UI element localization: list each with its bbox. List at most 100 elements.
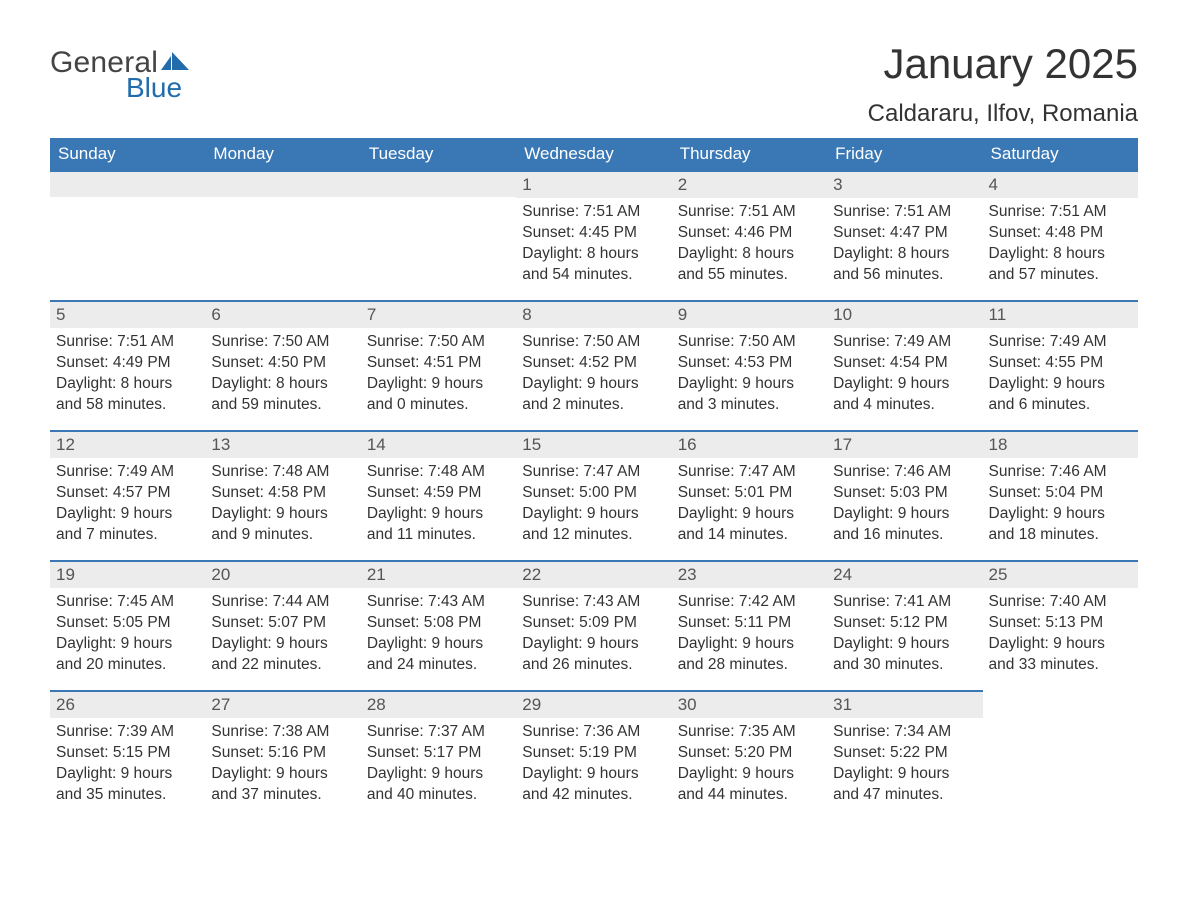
day-cell (205, 170, 360, 300)
day-sunset: Sunset: 5:08 PM (367, 613, 510, 634)
day-sunset: Sunset: 4:59 PM (367, 483, 510, 504)
day-body: Sunrise: 7:40 AMSunset: 5:13 PMDaylight:… (983, 588, 1138, 686)
day-d2: and 20 minutes. (56, 655, 199, 676)
location: Caldararu, Ilfov, Romania (868, 100, 1138, 128)
day-sunrise: Sunrise: 7:48 AM (367, 462, 510, 483)
day-sunrise: Sunrise: 7:47 AM (678, 462, 821, 483)
weekday-header-row: SundayMondayTuesdayWednesdayThursdayFrid… (50, 138, 1138, 170)
day-number: 23 (672, 560, 827, 588)
day-cell: 22Sunrise: 7:43 AMSunset: 5:09 PMDayligh… (516, 560, 671, 690)
month-title: January 2025 (868, 40, 1138, 88)
day-body: Sunrise: 7:37 AMSunset: 5:17 PMDaylight:… (361, 718, 516, 816)
day-body: Sunrise: 7:42 AMSunset: 5:11 PMDaylight:… (672, 588, 827, 686)
day-number: 15 (516, 430, 671, 458)
day-cell: 20Sunrise: 7:44 AMSunset: 5:07 PMDayligh… (205, 560, 360, 690)
day-number: 9 (672, 300, 827, 328)
day-number: 10 (827, 300, 982, 328)
day-body: Sunrise: 7:49 AMSunset: 4:55 PMDaylight:… (983, 328, 1138, 426)
day-sunset: Sunset: 4:57 PM (56, 483, 199, 504)
day-number (205, 170, 360, 197)
day-cell: 6Sunrise: 7:50 AMSunset: 4:50 PMDaylight… (205, 300, 360, 430)
day-body: Sunrise: 7:51 AMSunset: 4:49 PMDaylight:… (50, 328, 205, 426)
week-row: 1Sunrise: 7:51 AMSunset: 4:45 PMDaylight… (50, 170, 1138, 300)
day-d2: and 44 minutes. (678, 785, 821, 806)
day-sunset: Sunset: 4:46 PM (678, 223, 821, 244)
day-d1: Daylight: 9 hours (522, 634, 665, 655)
day-sunrise: Sunrise: 7:50 AM (678, 332, 821, 353)
day-number: 31 (827, 690, 982, 718)
day-cell (50, 170, 205, 300)
day-sunrise: Sunrise: 7:51 AM (522, 202, 665, 223)
day-sunset: Sunset: 4:54 PM (833, 353, 976, 374)
day-number: 2 (672, 170, 827, 198)
day-d1: Daylight: 9 hours (367, 634, 510, 655)
day-sunset: Sunset: 4:58 PM (211, 483, 354, 504)
day-cell (361, 170, 516, 300)
day-d1: Daylight: 9 hours (833, 634, 976, 655)
day-body: Sunrise: 7:38 AMSunset: 5:16 PMDaylight:… (205, 718, 360, 816)
day-number: 5 (50, 300, 205, 328)
day-d2: and 57 minutes. (989, 265, 1132, 286)
day-d1: Daylight: 9 hours (833, 764, 976, 785)
day-cell: 29Sunrise: 7:36 AMSunset: 5:19 PMDayligh… (516, 690, 671, 820)
day-cell: 17Sunrise: 7:46 AMSunset: 5:03 PMDayligh… (827, 430, 982, 560)
day-cell: 7Sunrise: 7:50 AMSunset: 4:51 PMDaylight… (361, 300, 516, 430)
day-number: 29 (516, 690, 671, 718)
day-sunset: Sunset: 5:09 PM (522, 613, 665, 634)
day-cell: 12Sunrise: 7:49 AMSunset: 4:57 PMDayligh… (50, 430, 205, 560)
day-sunrise: Sunrise: 7:38 AM (211, 722, 354, 743)
day-sunrise: Sunrise: 7:51 AM (989, 202, 1132, 223)
day-d1: Daylight: 9 hours (367, 374, 510, 395)
day-number: 27 (205, 690, 360, 718)
day-d2: and 37 minutes. (211, 785, 354, 806)
day-sunrise: Sunrise: 7:41 AM (833, 592, 976, 613)
day-cell: 3Sunrise: 7:51 AMSunset: 4:47 PMDaylight… (827, 170, 982, 300)
day-sunset: Sunset: 5:04 PM (989, 483, 1132, 504)
day-sunrise: Sunrise: 7:46 AM (989, 462, 1132, 483)
day-cell: 16Sunrise: 7:47 AMSunset: 5:01 PMDayligh… (672, 430, 827, 560)
day-cell: 11Sunrise: 7:49 AMSunset: 4:55 PMDayligh… (983, 300, 1138, 430)
day-d2: and 6 minutes. (989, 395, 1132, 416)
day-body: Sunrise: 7:47 AMSunset: 5:01 PMDaylight:… (672, 458, 827, 556)
day-number (50, 170, 205, 197)
day-d2: and 4 minutes. (833, 395, 976, 416)
day-d1: Daylight: 8 hours (989, 244, 1132, 265)
day-d1: Daylight: 9 hours (56, 764, 199, 785)
day-number: 17 (827, 430, 982, 458)
day-number: 25 (983, 560, 1138, 588)
day-body: Sunrise: 7:51 AMSunset: 4:47 PMDaylight:… (827, 198, 982, 296)
week-row: 19Sunrise: 7:45 AMSunset: 5:05 PMDayligh… (50, 560, 1138, 690)
day-cell: 8Sunrise: 7:50 AMSunset: 4:52 PMDaylight… (516, 300, 671, 430)
day-d1: Daylight: 9 hours (678, 764, 821, 785)
day-d2: and 47 minutes. (833, 785, 976, 806)
day-cell: 14Sunrise: 7:48 AMSunset: 4:59 PMDayligh… (361, 430, 516, 560)
day-sunrise: Sunrise: 7:50 AM (211, 332, 354, 353)
day-d1: Daylight: 9 hours (989, 374, 1132, 395)
day-d1: Daylight: 8 hours (522, 244, 665, 265)
day-number: 19 (50, 560, 205, 588)
day-body: Sunrise: 7:44 AMSunset: 5:07 PMDaylight:… (205, 588, 360, 686)
day-d2: and 16 minutes. (833, 525, 976, 546)
week-row: 12Sunrise: 7:49 AMSunset: 4:57 PMDayligh… (50, 430, 1138, 560)
day-sunset: Sunset: 5:07 PM (211, 613, 354, 634)
day-cell: 10Sunrise: 7:49 AMSunset: 4:54 PMDayligh… (827, 300, 982, 430)
day-body: Sunrise: 7:50 AMSunset: 4:52 PMDaylight:… (516, 328, 671, 426)
day-d2: and 28 minutes. (678, 655, 821, 676)
day-sunrise: Sunrise: 7:50 AM (522, 332, 665, 353)
day-sunrise: Sunrise: 7:37 AM (367, 722, 510, 743)
day-d2: and 2 minutes. (522, 395, 665, 416)
day-sunrise: Sunrise: 7:39 AM (56, 722, 199, 743)
day-d2: and 59 minutes. (211, 395, 354, 416)
day-number: 1 (516, 170, 671, 198)
day-sunset: Sunset: 5:01 PM (678, 483, 821, 504)
day-body: Sunrise: 7:51 AMSunset: 4:45 PMDaylight:… (516, 198, 671, 296)
day-body: Sunrise: 7:45 AMSunset: 5:05 PMDaylight:… (50, 588, 205, 686)
day-d2: and 12 minutes. (522, 525, 665, 546)
day-number: 11 (983, 300, 1138, 328)
day-d1: Daylight: 8 hours (833, 244, 976, 265)
day-sunset: Sunset: 4:52 PM (522, 353, 665, 374)
day-sunset: Sunset: 4:48 PM (989, 223, 1132, 244)
day-number: 20 (205, 560, 360, 588)
day-d1: Daylight: 8 hours (56, 374, 199, 395)
day-d2: and 30 minutes. (833, 655, 976, 676)
